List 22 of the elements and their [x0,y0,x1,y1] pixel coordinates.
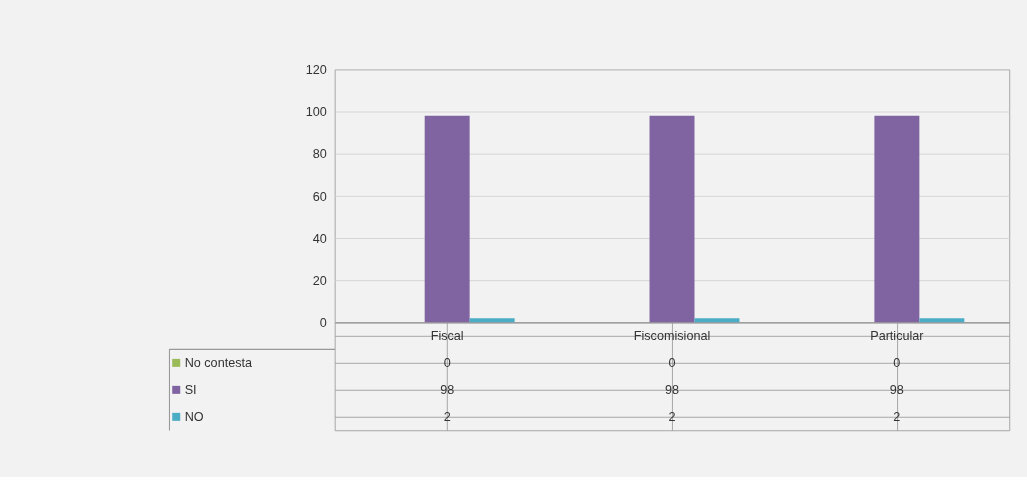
y-tick-label: 80 [312,147,327,162]
x-tick-label: Particular [870,329,924,344]
legend-label: No contesta [184,356,254,371]
x-tick-label: Fiscomisional [633,329,711,344]
data-label: 2 [668,410,676,425]
y-tick-label: 40 [312,231,327,246]
y-tick-label: 0 [319,316,327,331]
data-label: 98 [889,383,904,398]
x-tick-label: Fiscal [430,329,464,344]
data-label: 98 [665,383,680,398]
y-tick-label: 120 [305,63,327,78]
legend-label: SI [184,383,197,398]
data-label: 0 [443,356,451,371]
data-label: 0 [668,356,676,371]
y-tick-label: 20 [312,273,327,288]
y-tick-label: 100 [305,105,327,120]
data-label: 2 [443,410,451,425]
y-tick-label: 60 [312,189,327,204]
legend-label: NO [184,410,204,425]
data-label: 2 [893,410,901,425]
data-label: 98 [440,383,455,398]
data-label: 0 [893,356,901,371]
